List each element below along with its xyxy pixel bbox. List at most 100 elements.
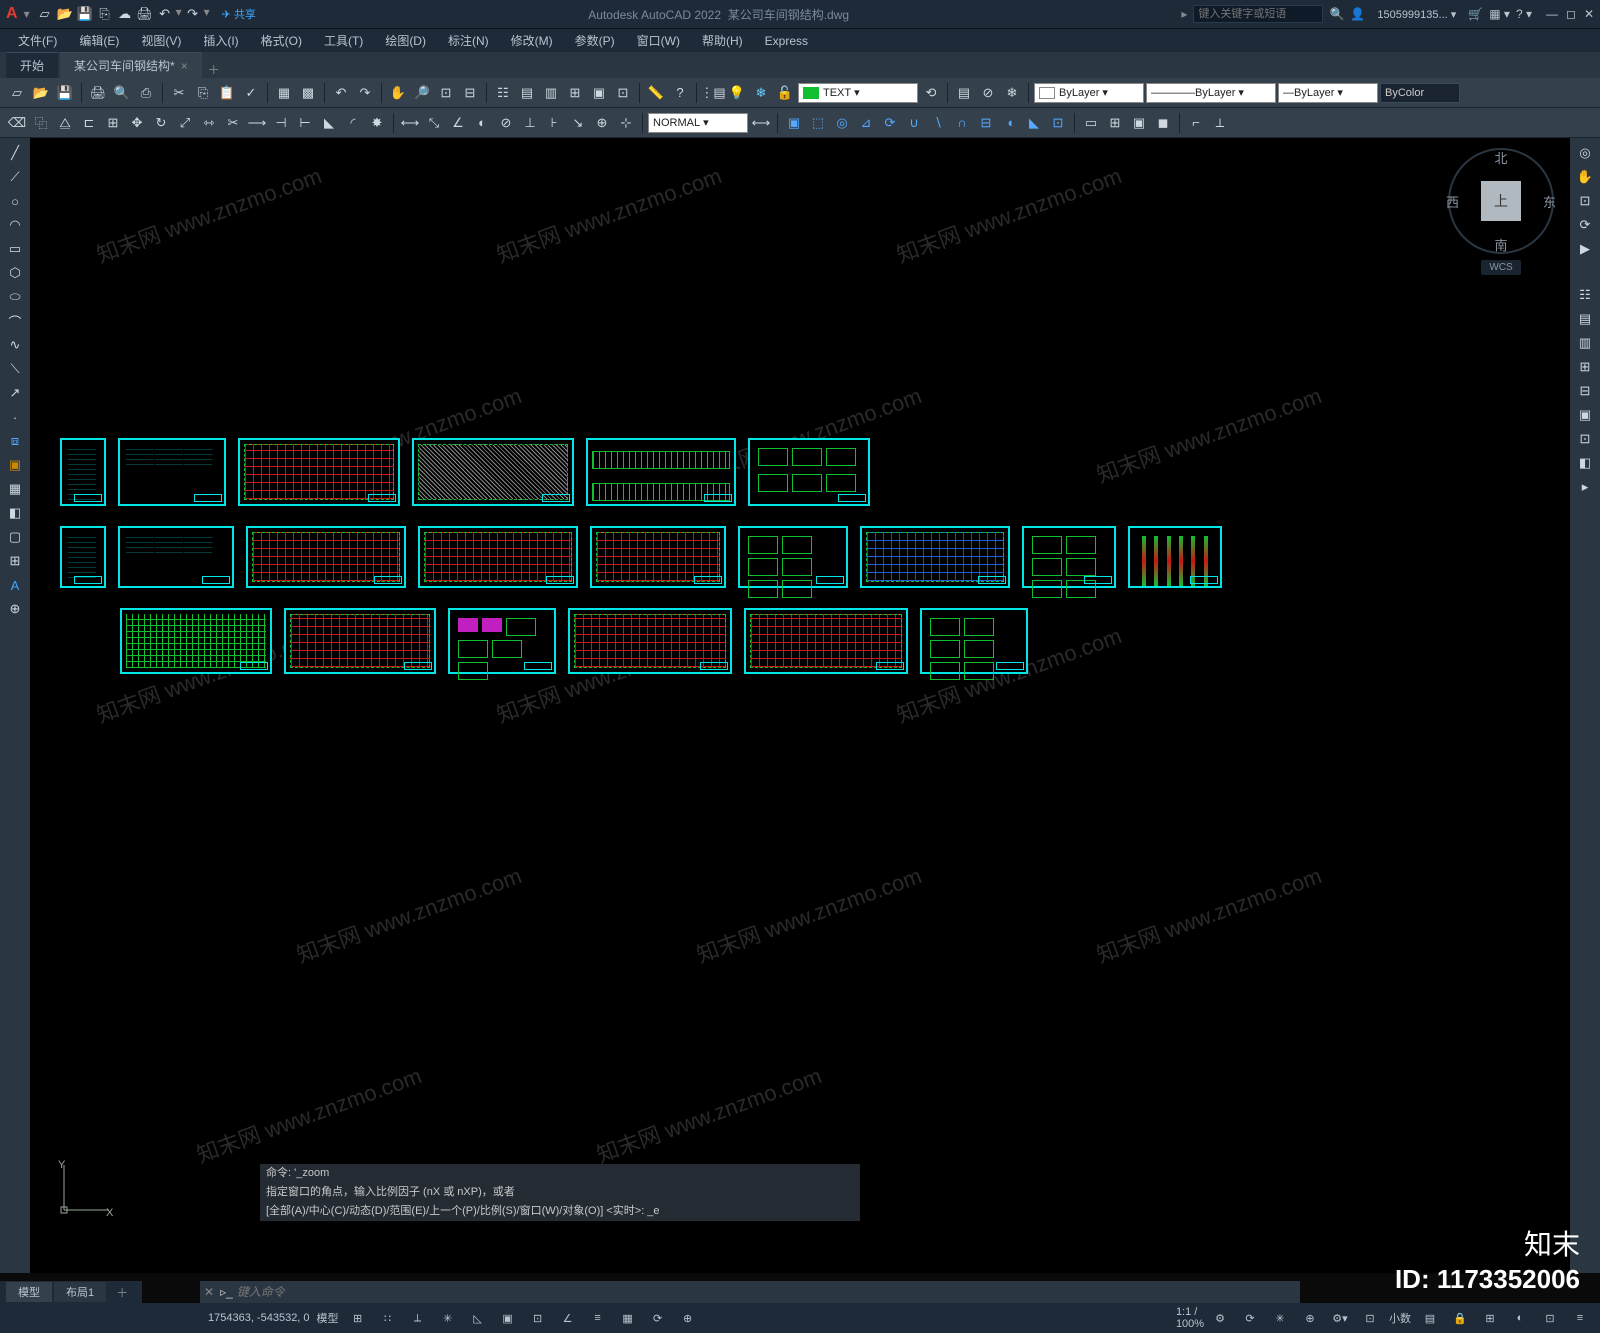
palette-tool-icon[interactable]: ▥ bbox=[1573, 332, 1597, 354]
command-line[interactable]: ✕ ▹_ bbox=[200, 1281, 1300, 1303]
dimstyle-icon[interactable]: ⟷ bbox=[750, 112, 772, 134]
help-search-input[interactable] bbox=[1193, 5, 1323, 23]
leader-icon[interactable]: ↘ bbox=[567, 112, 589, 134]
3d-sec-icon[interactable]: ⊟ bbox=[975, 112, 997, 134]
extend-icon[interactable]: ⟶ bbox=[246, 112, 268, 134]
viewcube-east[interactable]: 东 bbox=[1543, 192, 1556, 211]
tab-model[interactable]: 模型 bbox=[6, 1282, 52, 1302]
menu-window[interactable]: 窗口(W) bbox=[627, 30, 690, 51]
orbit-icon[interactable]: ⟳ bbox=[1573, 214, 1597, 236]
viewcube-west[interactable]: 西 bbox=[1446, 192, 1459, 211]
copy-icon[interactable]: ⎘ bbox=[192, 82, 214, 104]
navwheel-icon[interactable]: ◎ bbox=[1573, 142, 1597, 164]
cmdline-close-icon[interactable]: ✕ bbox=[204, 1285, 214, 1299]
signin-icon[interactable]: 👤 bbox=[1350, 7, 1365, 21]
block-icon[interactable]: ▦ bbox=[273, 82, 295, 104]
3d-rev-icon[interactable]: ◎ bbox=[831, 112, 853, 134]
tab-start[interactable]: 开始 bbox=[6, 52, 58, 78]
menu-parametric[interactable]: 参数(P) bbox=[565, 30, 625, 51]
scale-icon[interactable]: ⤢ bbox=[174, 112, 196, 134]
spline-icon[interactable]: ∿ bbox=[3, 334, 27, 356]
sb-ortho-icon[interactable]: ⟂ bbox=[406, 1307, 430, 1329]
zoomext-icon[interactable]: ⊡ bbox=[1573, 190, 1597, 212]
palette-more-icon[interactable]: ⊡ bbox=[1573, 428, 1597, 450]
hatch-icon[interactable]: ▦ bbox=[3, 478, 27, 500]
dim-lin-icon[interactable]: ⟷ bbox=[399, 112, 421, 134]
stretch-icon[interactable]: ⇿ bbox=[198, 112, 220, 134]
palette-props-icon[interactable]: ☷ bbox=[1573, 284, 1597, 306]
arc-icon[interactable]: ◠ bbox=[3, 214, 27, 236]
erase-icon[interactable]: ⌫ bbox=[6, 112, 28, 134]
zoom-icon[interactable]: 🔎 bbox=[411, 82, 433, 104]
sb-gear-icon[interactable]: ⚙ bbox=[1208, 1307, 1232, 1329]
tol-icon[interactable]: ⊕ bbox=[591, 112, 613, 134]
open-web-icon[interactable]: ☁ bbox=[116, 5, 134, 23]
drawing-canvas[interactable]: 知末网 www.znzmo.com 知末网 www.znzmo.com 知末网 … bbox=[30, 138, 1570, 1273]
layiso-icon[interactable]: ▤ bbox=[953, 82, 975, 104]
cart-icon[interactable]: 🛒 bbox=[1468, 7, 1483, 21]
sb-scale[interactable]: 1:1 / 100% bbox=[1178, 1307, 1202, 1329]
save-dwg-icon[interactable]: 💾 bbox=[54, 82, 76, 104]
dim-ord-icon[interactable]: ⊥ bbox=[519, 112, 541, 134]
sb-units[interactable]: 小数 bbox=[1388, 1307, 1412, 1329]
plot-icon[interactable]: 🖨 bbox=[136, 5, 154, 23]
palette-xref-icon[interactable]: ⊟ bbox=[1573, 380, 1597, 402]
copy2-icon[interactable]: ⿻ bbox=[30, 112, 52, 134]
minimize-icon[interactable]: — bbox=[1546, 7, 1558, 21]
sb-transp-icon[interactable]: ▦ bbox=[616, 1307, 640, 1329]
mirror-icon[interactable]: ⧋ bbox=[54, 112, 76, 134]
3d-uni-icon[interactable]: ∪ bbox=[903, 112, 925, 134]
move-icon[interactable]: ✥ bbox=[126, 112, 148, 134]
pan-icon[interactable]: ✋ bbox=[387, 82, 409, 104]
menu-help[interactable]: 帮助(H) bbox=[692, 30, 753, 51]
ray-icon[interactable]: ↗ bbox=[3, 382, 27, 404]
tab-add-layout-icon[interactable]: ＋ bbox=[108, 1282, 136, 1303]
sb-lwt-icon[interactable]: ≡ bbox=[586, 1307, 610, 1329]
redo2-icon[interactable]: ↷ bbox=[354, 82, 376, 104]
sb-osnap-icon[interactable]: ▣ bbox=[496, 1307, 520, 1329]
sb-cycle-icon[interactable]: ⟳ bbox=[646, 1307, 670, 1329]
mtext-icon[interactable]: A bbox=[3, 574, 27, 596]
layer-on-icon[interactable]: 💡 bbox=[726, 82, 748, 104]
pan2-icon[interactable]: ✋ bbox=[1573, 166, 1597, 188]
sb-model-button[interactable]: 模型 bbox=[316, 1307, 340, 1329]
palette-dc-icon[interactable]: ▣ bbox=[1573, 404, 1597, 426]
3d-ext-icon[interactable]: ⬚ bbox=[807, 112, 829, 134]
prop-icon[interactable]: ☷ bbox=[492, 82, 514, 104]
preview-icon[interactable]: 🔍 bbox=[111, 82, 133, 104]
command-input[interactable] bbox=[237, 1285, 1296, 1299]
expand-icon[interactable]: ▸ bbox=[1573, 476, 1597, 498]
paste-icon[interactable]: 📋 bbox=[216, 82, 238, 104]
palette-ssm-icon[interactable]: ▤ bbox=[1573, 308, 1597, 330]
point-icon[interactable]: · bbox=[3, 406, 27, 428]
sb-custom-icon[interactable]: ≡ bbox=[1568, 1307, 1592, 1329]
sb-grid-icon[interactable]: ⊞ bbox=[346, 1307, 370, 1329]
pline-icon[interactable]: ⟋ bbox=[3, 166, 27, 188]
menu-insert[interactable]: 插入(I) bbox=[193, 30, 248, 51]
sb-ws-icon[interactable]: ⚙▾ bbox=[1328, 1307, 1352, 1329]
block2-icon[interactable]: ▩ bbox=[297, 82, 319, 104]
3d-swp-icon[interactable]: ⟳ bbox=[879, 112, 901, 134]
sb-qp-icon[interactable]: ▤ bbox=[1418, 1307, 1442, 1329]
open-dwg-icon[interactable]: 📂 bbox=[30, 82, 52, 104]
layfrz-icon[interactable]: ❄ bbox=[1001, 82, 1023, 104]
make-icon[interactable]: ▣ bbox=[3, 454, 27, 476]
sb-hw-icon[interactable]: ◐ bbox=[1508, 1307, 1532, 1329]
vs-real-icon[interactable]: ◼ bbox=[1152, 112, 1174, 134]
palette-vs-icon[interactable]: ◧ bbox=[1573, 452, 1597, 474]
grad-icon[interactable]: ◧ bbox=[3, 502, 27, 524]
dim-dia-icon[interactable]: ⊘ bbox=[495, 112, 517, 134]
chamfer-icon[interactable]: ◣ bbox=[318, 112, 340, 134]
share-button[interactable]: ✈ 共享 bbox=[222, 6, 256, 22]
sb-lockui-icon[interactable]: 🔒 bbox=[1448, 1307, 1472, 1329]
insert-icon[interactable]: ⧈ bbox=[3, 430, 27, 452]
vs-hid-icon[interactable]: ▣ bbox=[1128, 112, 1150, 134]
menu-modify[interactable]: 修改(M) bbox=[501, 30, 563, 51]
region-icon[interactable]: ▢ bbox=[3, 526, 27, 548]
3d-cha-icon[interactable]: ◣ bbox=[1023, 112, 1045, 134]
textstyle-dropdown[interactable]: NORMAL ▾ bbox=[648, 113, 748, 133]
close-icon[interactable]: ✕ bbox=[1584, 7, 1594, 21]
zoomw-icon[interactable]: ⊡ bbox=[435, 82, 457, 104]
3d-loft-icon[interactable]: ⊿ bbox=[855, 112, 877, 134]
xline-icon[interactable]: ⟍ bbox=[3, 358, 27, 380]
